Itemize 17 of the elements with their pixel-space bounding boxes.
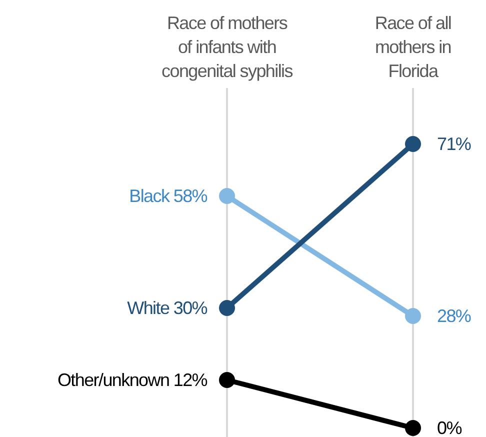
point xyxy=(219,300,235,316)
data-label: 30% xyxy=(173,298,207,318)
text: White xyxy=(127,298,170,318)
data-label: 0% xyxy=(437,418,462,437)
point xyxy=(219,372,235,388)
point xyxy=(219,188,235,204)
text: Black xyxy=(129,186,170,206)
x-tick-label: Race of all mothers in Florida xyxy=(374,13,452,81)
data-label: 58% xyxy=(173,186,207,206)
text: Other/unknown xyxy=(57,370,170,390)
point xyxy=(405,136,421,152)
point xyxy=(405,308,421,324)
data-label: 71% xyxy=(437,134,472,154)
x-tick-label: Race of mothers of infants with congenital syphilis xyxy=(162,13,294,81)
data-label: 28% xyxy=(437,306,472,326)
data-label: 12% xyxy=(173,370,207,390)
point xyxy=(405,420,421,436)
